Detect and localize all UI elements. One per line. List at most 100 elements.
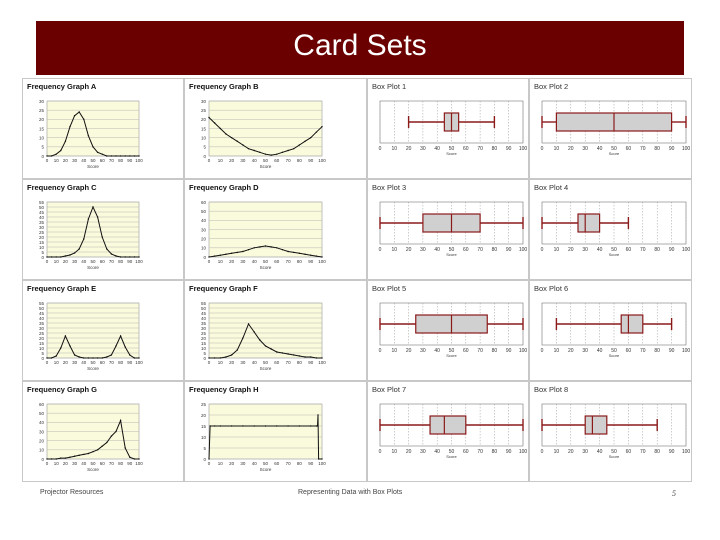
x-tick-label: 40 [81,461,87,466]
x-tick-label: 70 [286,158,292,163]
data-point [69,345,71,347]
y-tick-label: 50 [201,209,207,214]
x-tick-label: 90 [506,348,512,354]
y-tick-label: 10 [39,346,45,351]
data-point [287,353,289,355]
y-tick-label: 0 [203,255,206,260]
x-tick-label: 30 [72,259,78,264]
data-point [106,155,108,157]
x-tick-label: 100 [318,158,326,163]
y-tick-label: 30 [39,429,45,434]
card-bp4: Box Plot 4 0 10 20 30 40 50 60 70 80 90 100 Score [529,179,692,280]
y-tick-label: 20 [201,236,207,241]
x-tick-label: 90 [308,360,314,365]
data-point [293,251,295,254]
x-tick-label: 60 [100,259,106,264]
x-tick-label: 90 [127,259,133,264]
x-tick-label: 60 [100,158,106,163]
data-point [225,356,227,358]
x-tick-label: 90 [308,158,314,163]
data-point [213,357,216,359]
data-point [115,430,117,433]
chart-title: Frequency Graph G [27,385,98,394]
x-tick-label: 70 [640,247,646,253]
x-tick-label: 60 [274,259,280,264]
data-point [247,323,250,325]
y-tick-label: 50 [201,306,207,311]
x-tick-label: 100 [519,247,528,253]
x-tick-label: 10 [54,360,60,365]
data-point [321,125,323,128]
x-tick-label: 0 [379,348,382,354]
data-point [78,111,80,113]
y-tick-label: 30 [201,227,207,232]
x-tick-label: 40 [434,146,440,152]
data-point [315,425,318,427]
x-tick-label: 60 [626,247,632,253]
x-tick-label: 70 [286,461,292,466]
data-point [270,246,272,248]
x-tick-label: 30 [582,247,588,253]
x-tick-label: 70 [640,146,646,152]
x-tick-label: 90 [308,461,314,466]
y-tick-label: 0 [41,356,44,361]
x-tick-label: 50 [611,348,617,354]
x-tick-label: 30 [420,449,426,455]
y-tick-label: 5 [41,145,44,150]
data-point [106,441,108,444]
y-tick-label: 40 [39,316,45,321]
y-tick-label: 60 [39,402,45,407]
card-fgF: Frequency Graph F 0 5 10 15 20 25 30 35 40 45 50 55 0… [184,280,367,381]
data-point [213,122,216,124]
data-point [64,255,67,257]
data-point [242,425,244,427]
x-tick-label: 70 [286,360,292,365]
data-point [230,425,233,427]
data-point [208,357,210,359]
box-plot: 0 10 20 30 40 50 60 70 80 90 100 Score [541,201,690,257]
y-tick-label: 45 [39,210,45,215]
data-point [133,357,136,359]
data-point [276,425,278,427]
data-point [60,457,62,459]
data-point [83,118,85,121]
x-tick-label: 100 [135,158,143,163]
y-tick-label: 25 [39,230,45,235]
card-grid: Frequency Graph A 0 5 10 15 20 25 30 0 10 20 30 40 50… [22,78,692,484]
plot-area [46,302,140,359]
y-tick-label: 45 [201,311,207,316]
y-tick-label: 5 [203,351,206,356]
x-tick-label: 10 [218,461,224,466]
x-tick-label: 40 [252,158,258,163]
data-point [106,248,108,250]
data-point [50,256,53,258]
x-tick-label: 40 [252,360,258,365]
x-tick-label: 70 [286,259,292,264]
data-point [60,347,62,349]
x-tick-label: 20 [63,360,69,365]
x-tick-label: 0 [46,360,49,365]
data-point [60,256,62,258]
card-fgC: Frequency Graph C 0 5 10 15 20 25 30 35 40 45 50 55 0… [22,179,184,280]
data-point [310,254,312,256]
y-tick-label: 5 [203,145,206,150]
y-tick-label: 45 [39,311,45,316]
data-point [253,425,255,427]
x-tick-label: 30 [240,259,246,264]
x-axis-label: Score [87,366,99,371]
x-tick-label: 70 [477,247,483,253]
data-point [230,136,233,139]
x-tick-label: 70 [640,348,646,354]
y-tick-label: 30 [39,225,45,230]
x-tick-label: 100 [682,146,691,152]
data-point [270,348,272,350]
y-tick-label: 30 [39,99,45,104]
data-point [225,253,227,255]
y-tick-label: 0 [203,356,206,361]
x-tick-label: 0 [46,158,49,163]
x-axis-label: Score [446,353,457,358]
x-tick-label: 90 [506,247,512,253]
x-tick-label: 20 [229,158,235,163]
